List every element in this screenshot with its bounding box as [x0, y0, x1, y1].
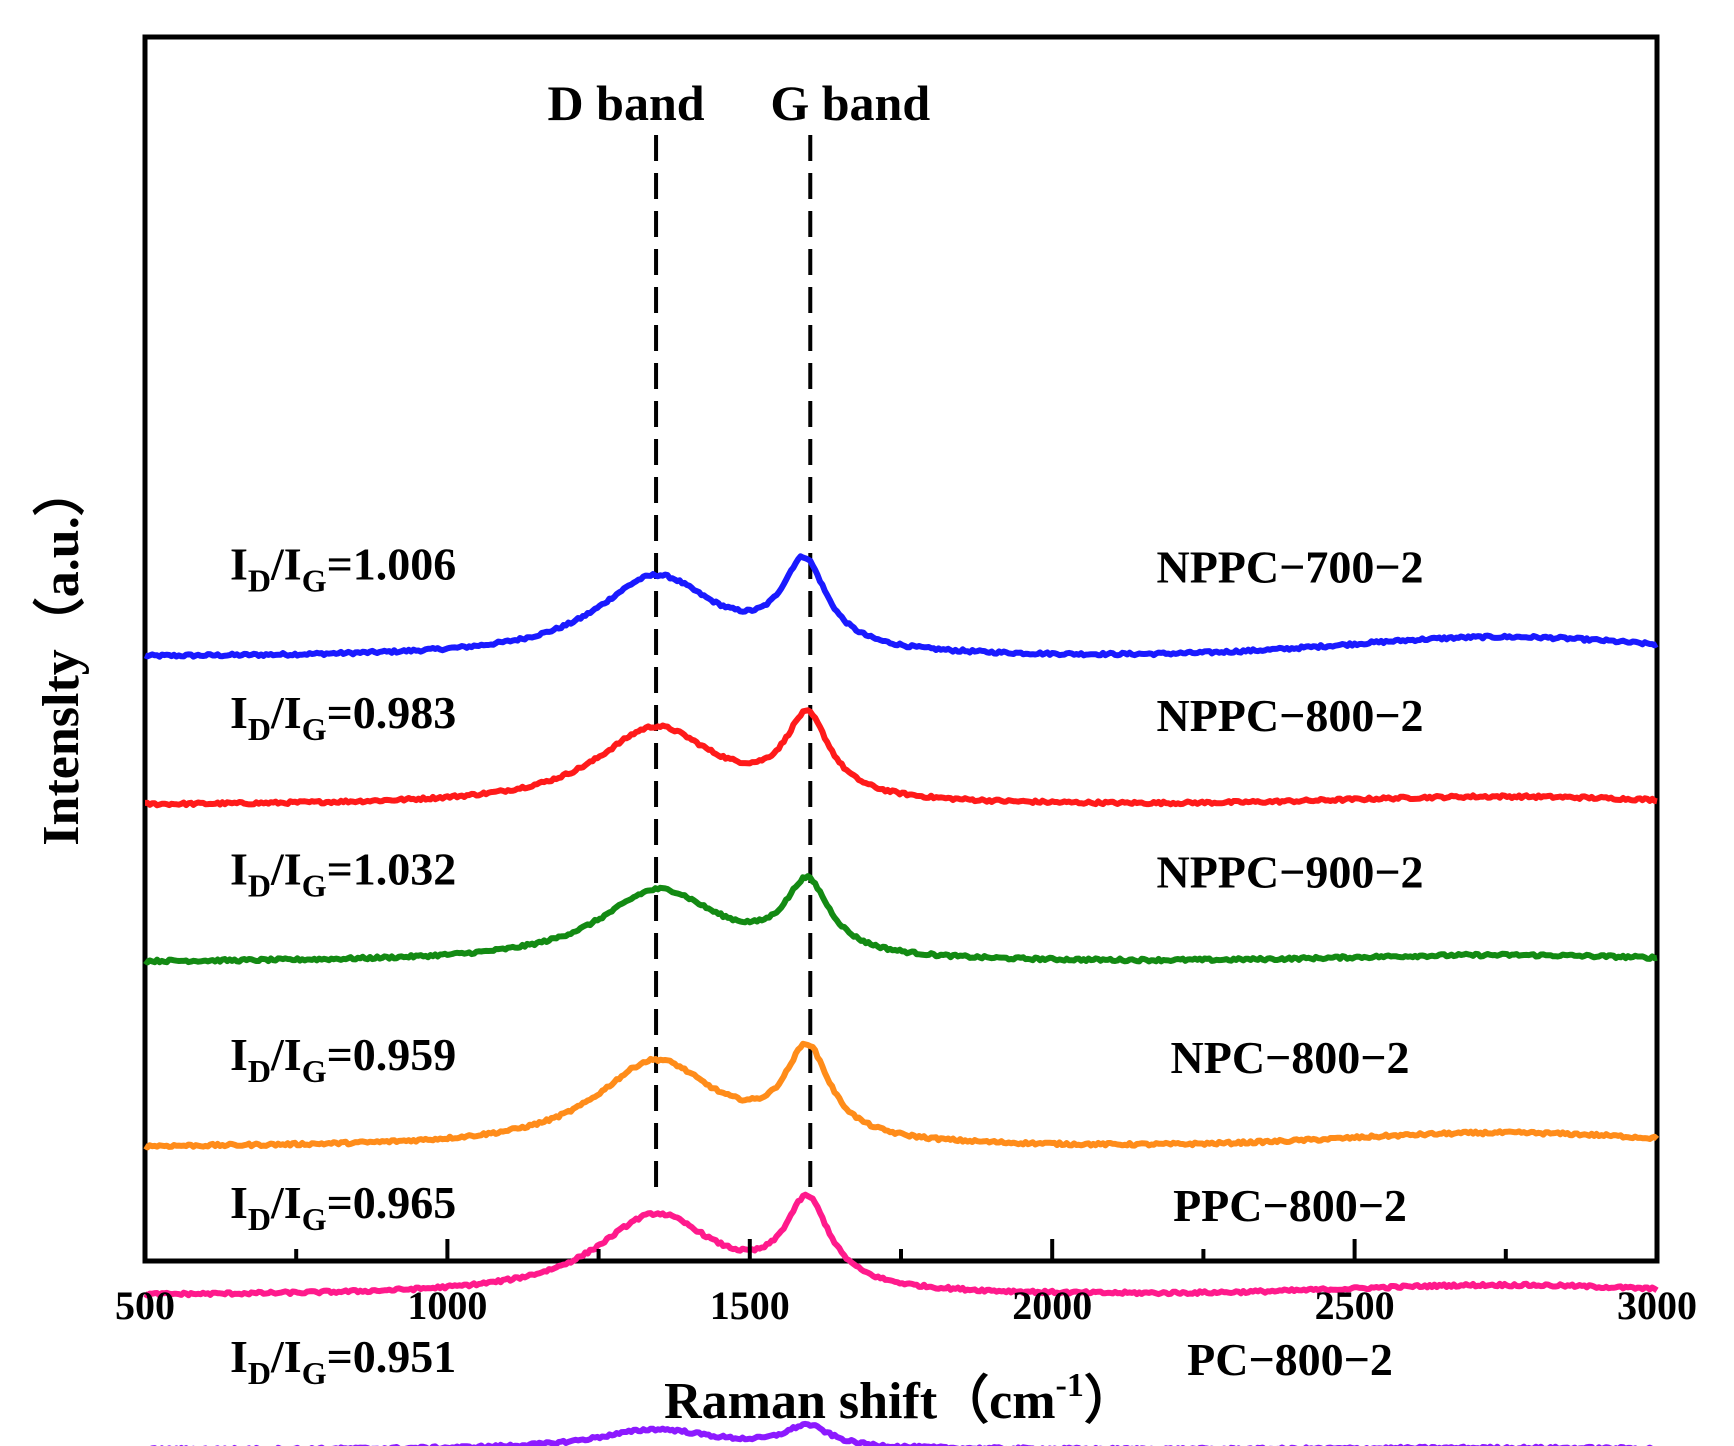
ratio-label: ID/IG=0.983 [230, 687, 456, 747]
series-label: PPC−800−2 [1173, 1180, 1407, 1231]
g-band-label: G band [770, 75, 930, 131]
series-line-nppc-900-2 [143, 873, 1658, 966]
series-line-nppc-700-2 [143, 553, 1659, 660]
reference-lines [654, 135, 813, 1198]
spectra: NPPC−700−2 ID/IG=1.006 NPPC−800−2 ID/IG=0.9… [143, 539, 1660, 1446]
x-axis-title: Raman shift（cm-1） [664, 1367, 1136, 1430]
series-line-ppc-800-2 [143, 1191, 1659, 1299]
series-line-npc-800-2 [143, 1040, 1660, 1151]
ratio-label: ID/IG=0.959 [230, 1029, 456, 1089]
d-band-label: D band [548, 75, 705, 131]
series-label: NPPC−800−2 [1156, 690, 1423, 741]
ratio-label: ID/IG=0.951 [230, 1331, 456, 1391]
series-label: NPPC−900−2 [1156, 847, 1423, 898]
x-axis-ticks: 500 1000 1500 2000 2500 3000 [115, 1239, 1697, 1328]
x-tick-label: 500 [115, 1283, 175, 1328]
x-tick-label: 2500 [1315, 1283, 1395, 1328]
series-label: PC−800−2 [1187, 1334, 1393, 1385]
ratio-label: ID/IG=0.965 [230, 1177, 456, 1237]
x-tick-label: 1000 [407, 1283, 487, 1328]
ratio-label: ID/IG=1.032 [230, 844, 456, 904]
series-label: NPPC−700−2 [1156, 542, 1423, 593]
series-label: NPC−800−2 [1171, 1032, 1410, 1083]
ratio-label: ID/IG=1.006 [230, 539, 456, 599]
series-line-nppc-800-2 [144, 707, 1658, 809]
x-tick-label: 1500 [710, 1283, 790, 1328]
x-tick-label: 2000 [1012, 1283, 1092, 1328]
y-axis-title: Intenslty（a.u.） [32, 464, 90, 845]
x-tick-label: 3000 [1617, 1283, 1697, 1328]
